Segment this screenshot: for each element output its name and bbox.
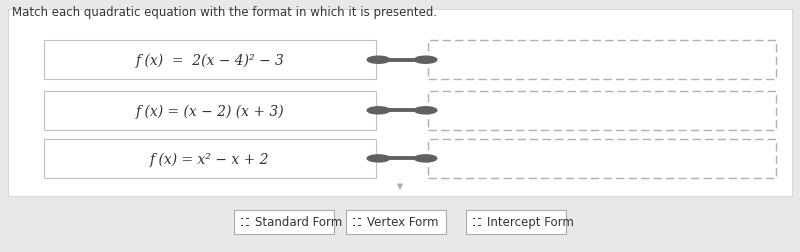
Circle shape bbox=[367, 57, 390, 64]
Text: Match each quadratic equation with the format in which it is presented.: Match each quadratic equation with the f… bbox=[12, 6, 437, 19]
Text: f (x) = (x − 2) (x + 3): f (x) = (x − 2) (x + 3) bbox=[136, 104, 284, 118]
FancyBboxPatch shape bbox=[473, 225, 475, 226]
FancyBboxPatch shape bbox=[44, 139, 376, 178]
FancyBboxPatch shape bbox=[241, 225, 243, 226]
Circle shape bbox=[414, 107, 437, 114]
FancyBboxPatch shape bbox=[473, 218, 475, 219]
Circle shape bbox=[367, 155, 390, 162]
Circle shape bbox=[414, 57, 437, 64]
Text: f (x) = x² − x + 2: f (x) = x² − x + 2 bbox=[150, 152, 270, 166]
FancyBboxPatch shape bbox=[478, 225, 481, 226]
FancyBboxPatch shape bbox=[466, 210, 566, 234]
FancyBboxPatch shape bbox=[353, 218, 355, 219]
FancyBboxPatch shape bbox=[234, 210, 334, 234]
Circle shape bbox=[367, 107, 390, 114]
FancyBboxPatch shape bbox=[44, 41, 376, 80]
Text: f (x)  =  2(x − 4)² − 3: f (x) = 2(x − 4)² − 3 bbox=[135, 53, 285, 68]
FancyBboxPatch shape bbox=[353, 225, 355, 226]
FancyBboxPatch shape bbox=[358, 225, 361, 226]
Text: Standard Form: Standard Form bbox=[254, 215, 342, 228]
FancyBboxPatch shape bbox=[246, 218, 249, 219]
FancyBboxPatch shape bbox=[44, 91, 376, 131]
Text: Intercept Form: Intercept Form bbox=[486, 215, 574, 228]
FancyBboxPatch shape bbox=[358, 218, 361, 219]
Text: Vertex Form: Vertex Form bbox=[366, 215, 438, 228]
FancyBboxPatch shape bbox=[8, 10, 792, 197]
FancyBboxPatch shape bbox=[478, 218, 481, 219]
Circle shape bbox=[414, 155, 437, 162]
FancyBboxPatch shape bbox=[346, 210, 446, 234]
FancyBboxPatch shape bbox=[241, 218, 243, 219]
FancyBboxPatch shape bbox=[246, 225, 249, 226]
